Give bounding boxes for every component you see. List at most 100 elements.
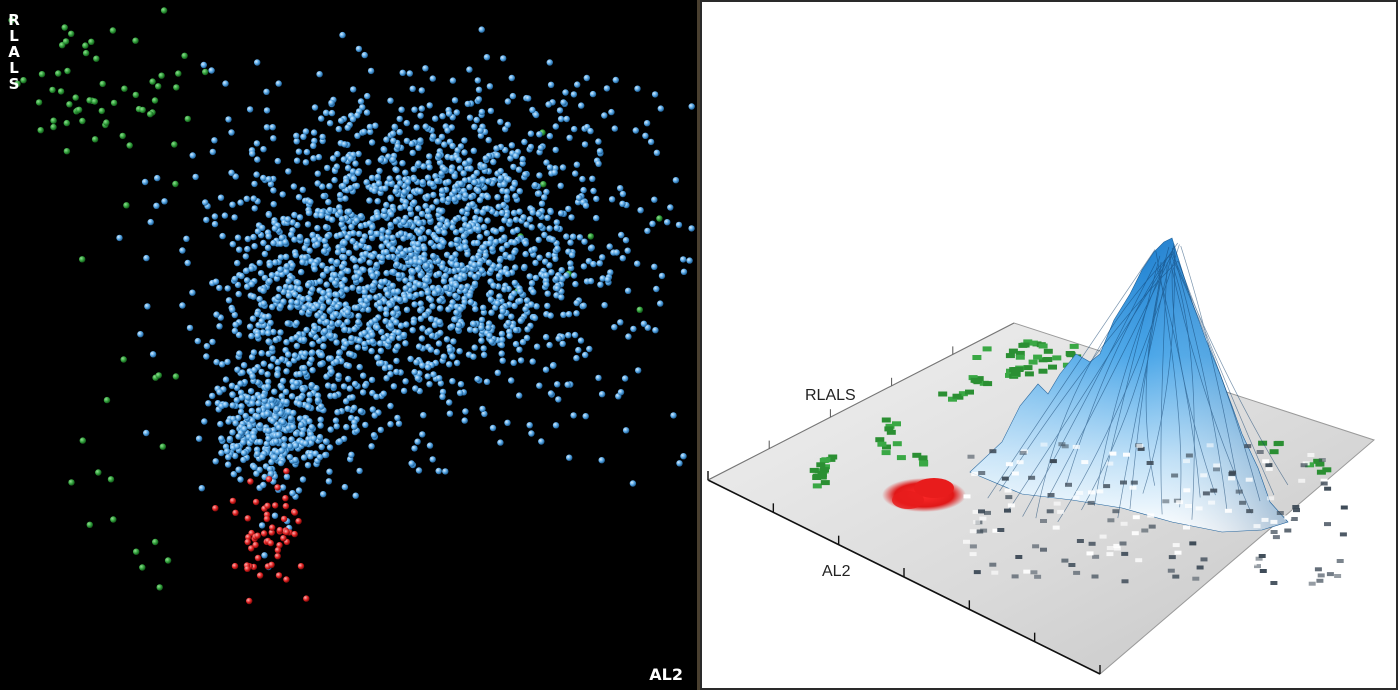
point-blue: [651, 263, 658, 270]
point-blue: [603, 85, 611, 92]
point-green: [37, 127, 44, 134]
surface-speckle: [1081, 460, 1089, 465]
point-blue: [452, 292, 459, 299]
point-blue: [279, 418, 287, 426]
point-blue: [394, 414, 401, 422]
point-blue: [351, 404, 358, 411]
point-red: [283, 529, 290, 536]
surface-speckle: [1262, 459, 1270, 464]
point-blue: [268, 458, 275, 466]
point-blue: [369, 338, 376, 345]
point-blue: [189, 152, 196, 159]
point-blue: [306, 418, 313, 425]
point-blue: [265, 176, 272, 183]
surface-speckle: [1087, 500, 1095, 505]
point-blue: [429, 133, 437, 140]
point-blue: [453, 109, 460, 116]
point-blue: [380, 334, 387, 342]
point-blue: [451, 173, 458, 180]
point-blue: [184, 259, 191, 267]
point-blue: [265, 338, 272, 345]
point-blue: [265, 313, 272, 320]
point-green: [155, 83, 162, 90]
point-blue: [545, 101, 552, 108]
point-blue: [393, 261, 401, 268]
point-blue: [457, 275, 464, 283]
point-blue: [260, 174, 267, 182]
point-blue: [536, 254, 543, 261]
point-blue: [365, 244, 372, 252]
point-blue: [249, 315, 257, 322]
point-blue: [320, 343, 327, 350]
green-patch-cell: [982, 346, 992, 352]
surface-speckle: [1141, 528, 1149, 533]
point-blue: [232, 420, 239, 427]
point-blue: [250, 395, 257, 402]
point-green: [50, 117, 57, 124]
point-blue: [531, 181, 539, 189]
surface-speckle: [1258, 554, 1266, 558]
point-blue: [493, 145, 500, 152]
point-blue: [435, 138, 442, 145]
point-blue: [567, 239, 574, 246]
surface-speckle: [971, 471, 979, 476]
point-blue: [421, 245, 428, 252]
point-blue: [451, 97, 459, 104]
point-blue: [281, 436, 288, 443]
point-blue: [393, 305, 400, 312]
surface-speckle: [1261, 517, 1269, 522]
point-blue: [417, 112, 424, 119]
point-blue: [563, 115, 570, 123]
point-blue: [296, 370, 304, 378]
point-green: [91, 98, 99, 105]
point-blue: [357, 408, 365, 415]
point-blue: [352, 160, 359, 167]
point-blue: [253, 171, 260, 178]
point-blue: [291, 211, 298, 219]
surface-speckle: [1121, 551, 1129, 556]
point-blue: [353, 244, 360, 251]
point-blue: [343, 340, 350, 347]
point-blue: [391, 123, 398, 130]
point-blue: [422, 65, 429, 72]
surface-speckle: [1183, 488, 1191, 493]
point-blue: [554, 285, 561, 292]
point-blue: [342, 398, 350, 405]
point-blue: [597, 281, 604, 288]
point-red: [276, 526, 284, 534]
red-patch: [882, 478, 966, 512]
point-blue: [334, 249, 342, 256]
point-blue: [557, 115, 565, 123]
surface-speckle: [1120, 521, 1128, 526]
surface-speckle: [1167, 568, 1175, 573]
point-blue: [411, 368, 418, 376]
peak-ridge: [1035, 252, 1173, 519]
surface-speckle: [1245, 477, 1253, 482]
peak-ridge: [1047, 253, 1173, 499]
point-blue: [477, 132, 485, 139]
surface-speckle: [1172, 543, 1180, 548]
point-blue: [449, 378, 456, 385]
point-green: [62, 38, 70, 45]
point-blue: [489, 424, 497, 432]
point-blue: [599, 254, 606, 261]
point-blue: [521, 138, 528, 146]
point-blue: [334, 303, 341, 311]
surface-speckle: [1265, 466, 1273, 471]
green-patch-cell: [1015, 350, 1025, 356]
point-blue: [595, 138, 602, 145]
point-blue: [472, 214, 479, 222]
point-blue: [635, 367, 642, 374]
point-blue: [458, 284, 465, 291]
point-blue: [436, 318, 443, 326]
point-blue: [179, 302, 186, 309]
point-blue: [279, 377, 287, 385]
point-blue: [333, 259, 341, 266]
point-blue: [546, 341, 553, 349]
surface-speckle: [1244, 444, 1252, 449]
point-blue: [265, 403, 272, 410]
point-blue: [291, 352, 299, 359]
point-green: [50, 123, 57, 131]
point-blue: [651, 91, 659, 98]
point-blue: [253, 470, 260, 477]
